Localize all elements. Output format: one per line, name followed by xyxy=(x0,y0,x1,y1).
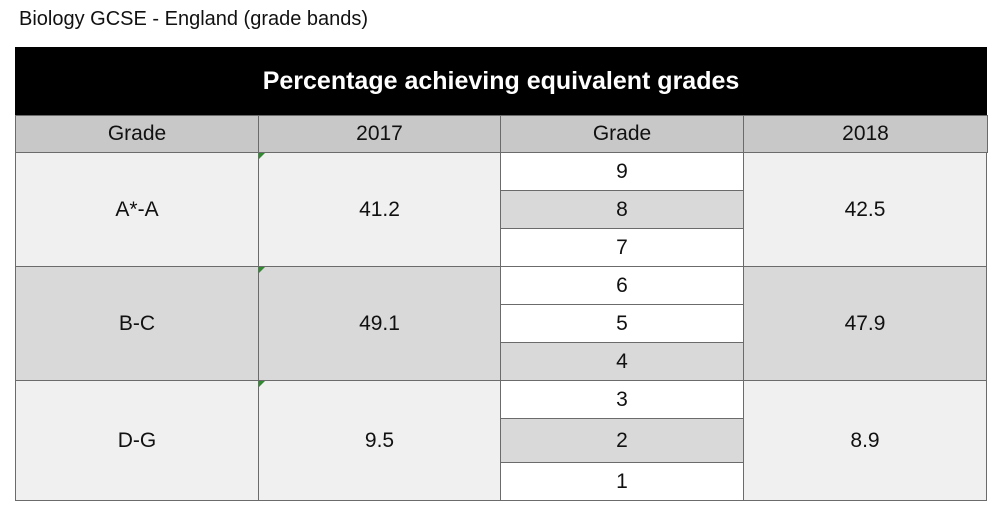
column-header: Grade xyxy=(500,115,744,153)
grade-cell: 1 xyxy=(500,462,744,501)
grade-cell: 5 xyxy=(500,304,744,343)
value-cell: 8.9 xyxy=(743,380,987,501)
value-cell: 42.5 xyxy=(743,152,987,267)
value-cell: 49.1 xyxy=(258,266,501,381)
page-title: Biology GCSE - England (grade bands) xyxy=(19,8,369,30)
band-cell: D-G xyxy=(15,380,259,501)
grade-cell: 6 xyxy=(500,266,744,305)
grade-cell: 8 xyxy=(500,190,744,229)
column-header: 2018 xyxy=(743,115,988,153)
band-cell: B-C xyxy=(15,266,259,381)
cell-marker xyxy=(259,267,265,273)
band-cell: A*-A xyxy=(15,152,259,267)
grade-cell: 9 xyxy=(500,152,744,191)
column-header: 2017 xyxy=(258,115,501,153)
value-cell: 9.5 xyxy=(258,380,501,501)
grade-cell: 2 xyxy=(500,418,744,463)
value-cell: 41.2 xyxy=(258,152,501,267)
grade-cell: 3 xyxy=(500,380,744,419)
value-cell: 47.9 xyxy=(743,266,987,381)
cell-marker xyxy=(259,381,265,387)
grade-cell: 4 xyxy=(500,342,744,381)
column-header: Grade xyxy=(15,115,259,153)
table-caption: Percentage achieving equivalent grades xyxy=(15,47,987,116)
cell-marker xyxy=(259,153,265,159)
grade-cell: 7 xyxy=(500,228,744,267)
